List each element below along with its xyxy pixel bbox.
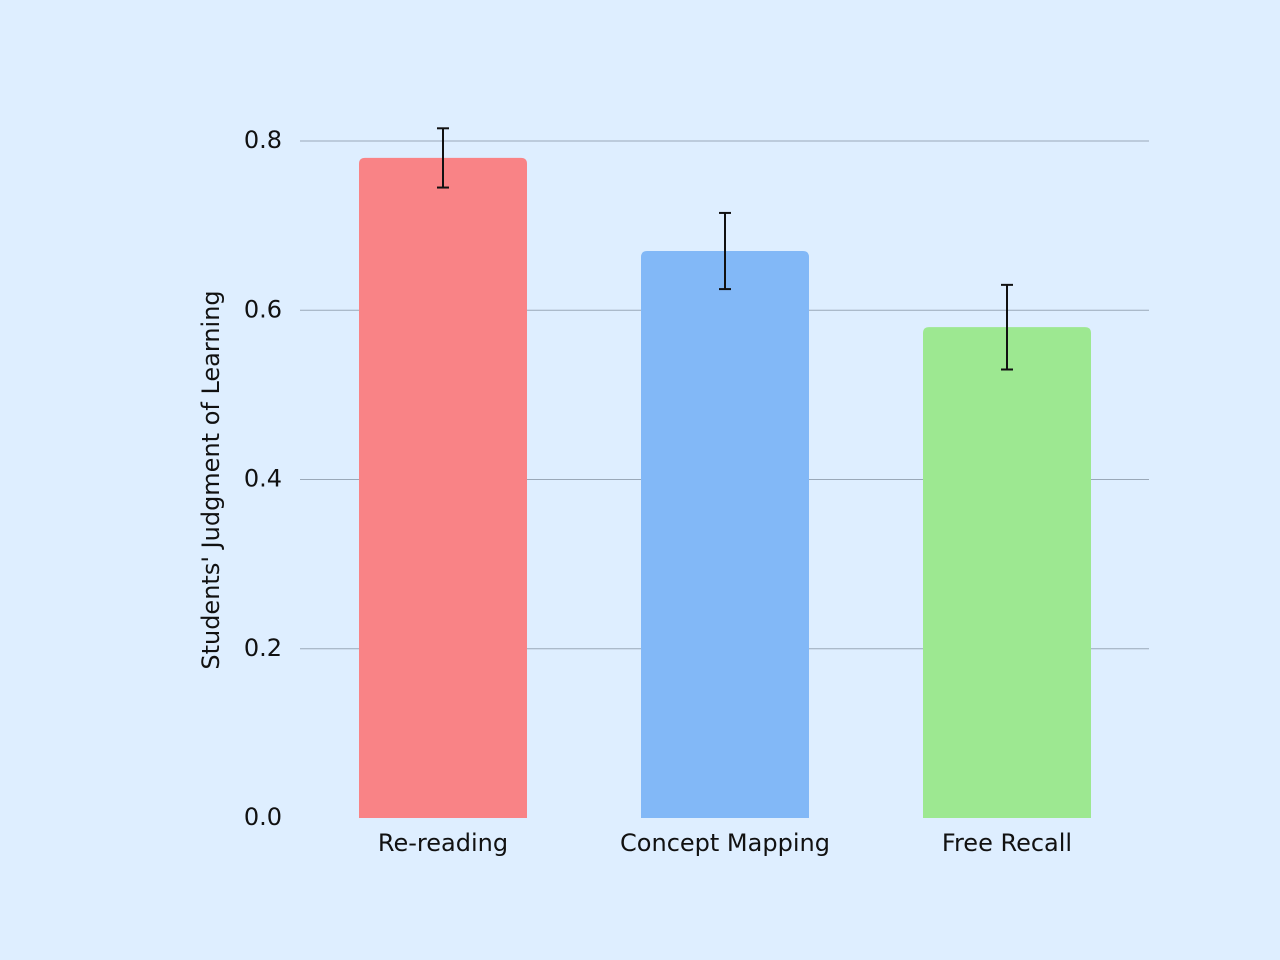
y-tick-label: 0.4 [244, 465, 282, 493]
y-axis-label: Students' Judgment of Learning [197, 290, 225, 669]
y-tick-label: 0.8 [244, 126, 282, 154]
y-tick-label: 0.2 [244, 634, 282, 662]
x-tick-label: Free Recall [942, 829, 1072, 857]
y-tick-label: 0.0 [244, 803, 282, 831]
error-bar [437, 127, 449, 189]
bar [923, 327, 1091, 818]
error-bar [719, 211, 731, 291]
bar [641, 251, 809, 818]
y-tick-label: 0.6 [244, 295, 282, 323]
x-tick-label: Re-reading [378, 829, 508, 857]
error-bar [1001, 283, 1013, 371]
x-tick-label: Concept Mapping [620, 829, 830, 857]
bar [359, 157, 527, 819]
